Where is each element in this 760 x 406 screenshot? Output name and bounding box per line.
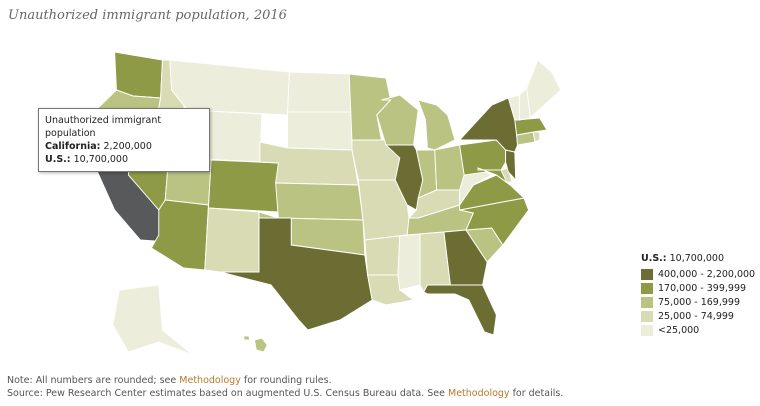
state[interactable] (220, 217, 373, 331)
state[interactable] (397, 233, 421, 291)
text: for details. (509, 388, 564, 399)
legend-item: <25,000 (641, 323, 755, 337)
legend-text: 75,000 - 169,999 (658, 296, 740, 308)
state[interactable] (417, 99, 456, 151)
legend-head: U.S.: 10,700,000 (641, 253, 755, 264)
state[interactable] (242, 335, 251, 341)
text: for rounding rules. (240, 375, 332, 386)
legend-swatch (641, 282, 653, 294)
tooltip-row: U.S.: 10,700,000 (45, 153, 203, 166)
legend-swatch (641, 310, 653, 322)
state[interactable] (443, 229, 488, 286)
state[interactable] (287, 71, 353, 113)
tooltip: Unauthorized immigrant population Califo… (38, 108, 210, 172)
legend-text: 170,000 - 399,999 (658, 282, 747, 294)
source: Source: Pew Research Center estimates ba… (7, 387, 563, 400)
legend-item: 170,000 - 399,999 (641, 281, 755, 295)
state[interactable] (275, 182, 364, 221)
state[interactable] (253, 337, 268, 353)
state[interactable] (423, 284, 497, 336)
link[interactable]: Methodology (179, 375, 241, 386)
tooltip-title: Unauthorized immigrant population (45, 115, 162, 139)
legend-value: 10,700,000 (669, 253, 725, 264)
state[interactable] (514, 117, 548, 136)
state[interactable] (169, 59, 290, 116)
legend-text: <25,000 (658, 324, 700, 336)
legend-swatch (641, 268, 653, 280)
tooltip-row: California: 2,200,000 (45, 140, 203, 153)
legend-item: 25,000 - 74,999 (641, 309, 755, 323)
tooltip-label: U.S.: (45, 154, 71, 165)
text: Note: All numbers are rounded; see (7, 375, 180, 386)
state[interactable] (207, 159, 281, 213)
legend-text: 25,000 - 74,999 (658, 310, 734, 322)
legend-label: U.S.: (641, 253, 667, 264)
state[interactable] (459, 197, 530, 246)
tooltip-value: 10,700,000 (73, 154, 129, 165)
state[interactable] (287, 111, 353, 151)
tooltip-label: California: (45, 141, 101, 152)
legend-swatch (641, 296, 653, 308)
state[interactable] (434, 144, 465, 191)
legend-item: 400,000 - 2,200,000 (641, 267, 755, 281)
legend-text: 400,000 - 2,200,000 (658, 268, 756, 280)
text: Source: Pew Research Center estimates ba… (7, 388, 448, 399)
link[interactable]: Methodology (448, 388, 510, 399)
state[interactable] (112, 284, 194, 356)
state[interactable] (204, 207, 260, 273)
legend-item: 75,000 - 169,999 (641, 295, 755, 309)
tooltip-value: 2,200,000 (103, 141, 152, 152)
state[interactable] (526, 59, 562, 120)
state[interactable] (532, 131, 541, 143)
state[interactable] (150, 199, 209, 271)
note: Note: All numbers are rounded; see Metho… (7, 374, 563, 387)
state[interactable] (114, 51, 163, 99)
title: Unauthorized immigrant population, 2016 (8, 8, 287, 23)
legend: U.S.: 10,700,000 400,000 - 2,200,000 170,… (641, 253, 755, 337)
legend-swatch (641, 324, 653, 336)
notes: Note: All numbers are rounded; see Metho… (7, 374, 563, 400)
